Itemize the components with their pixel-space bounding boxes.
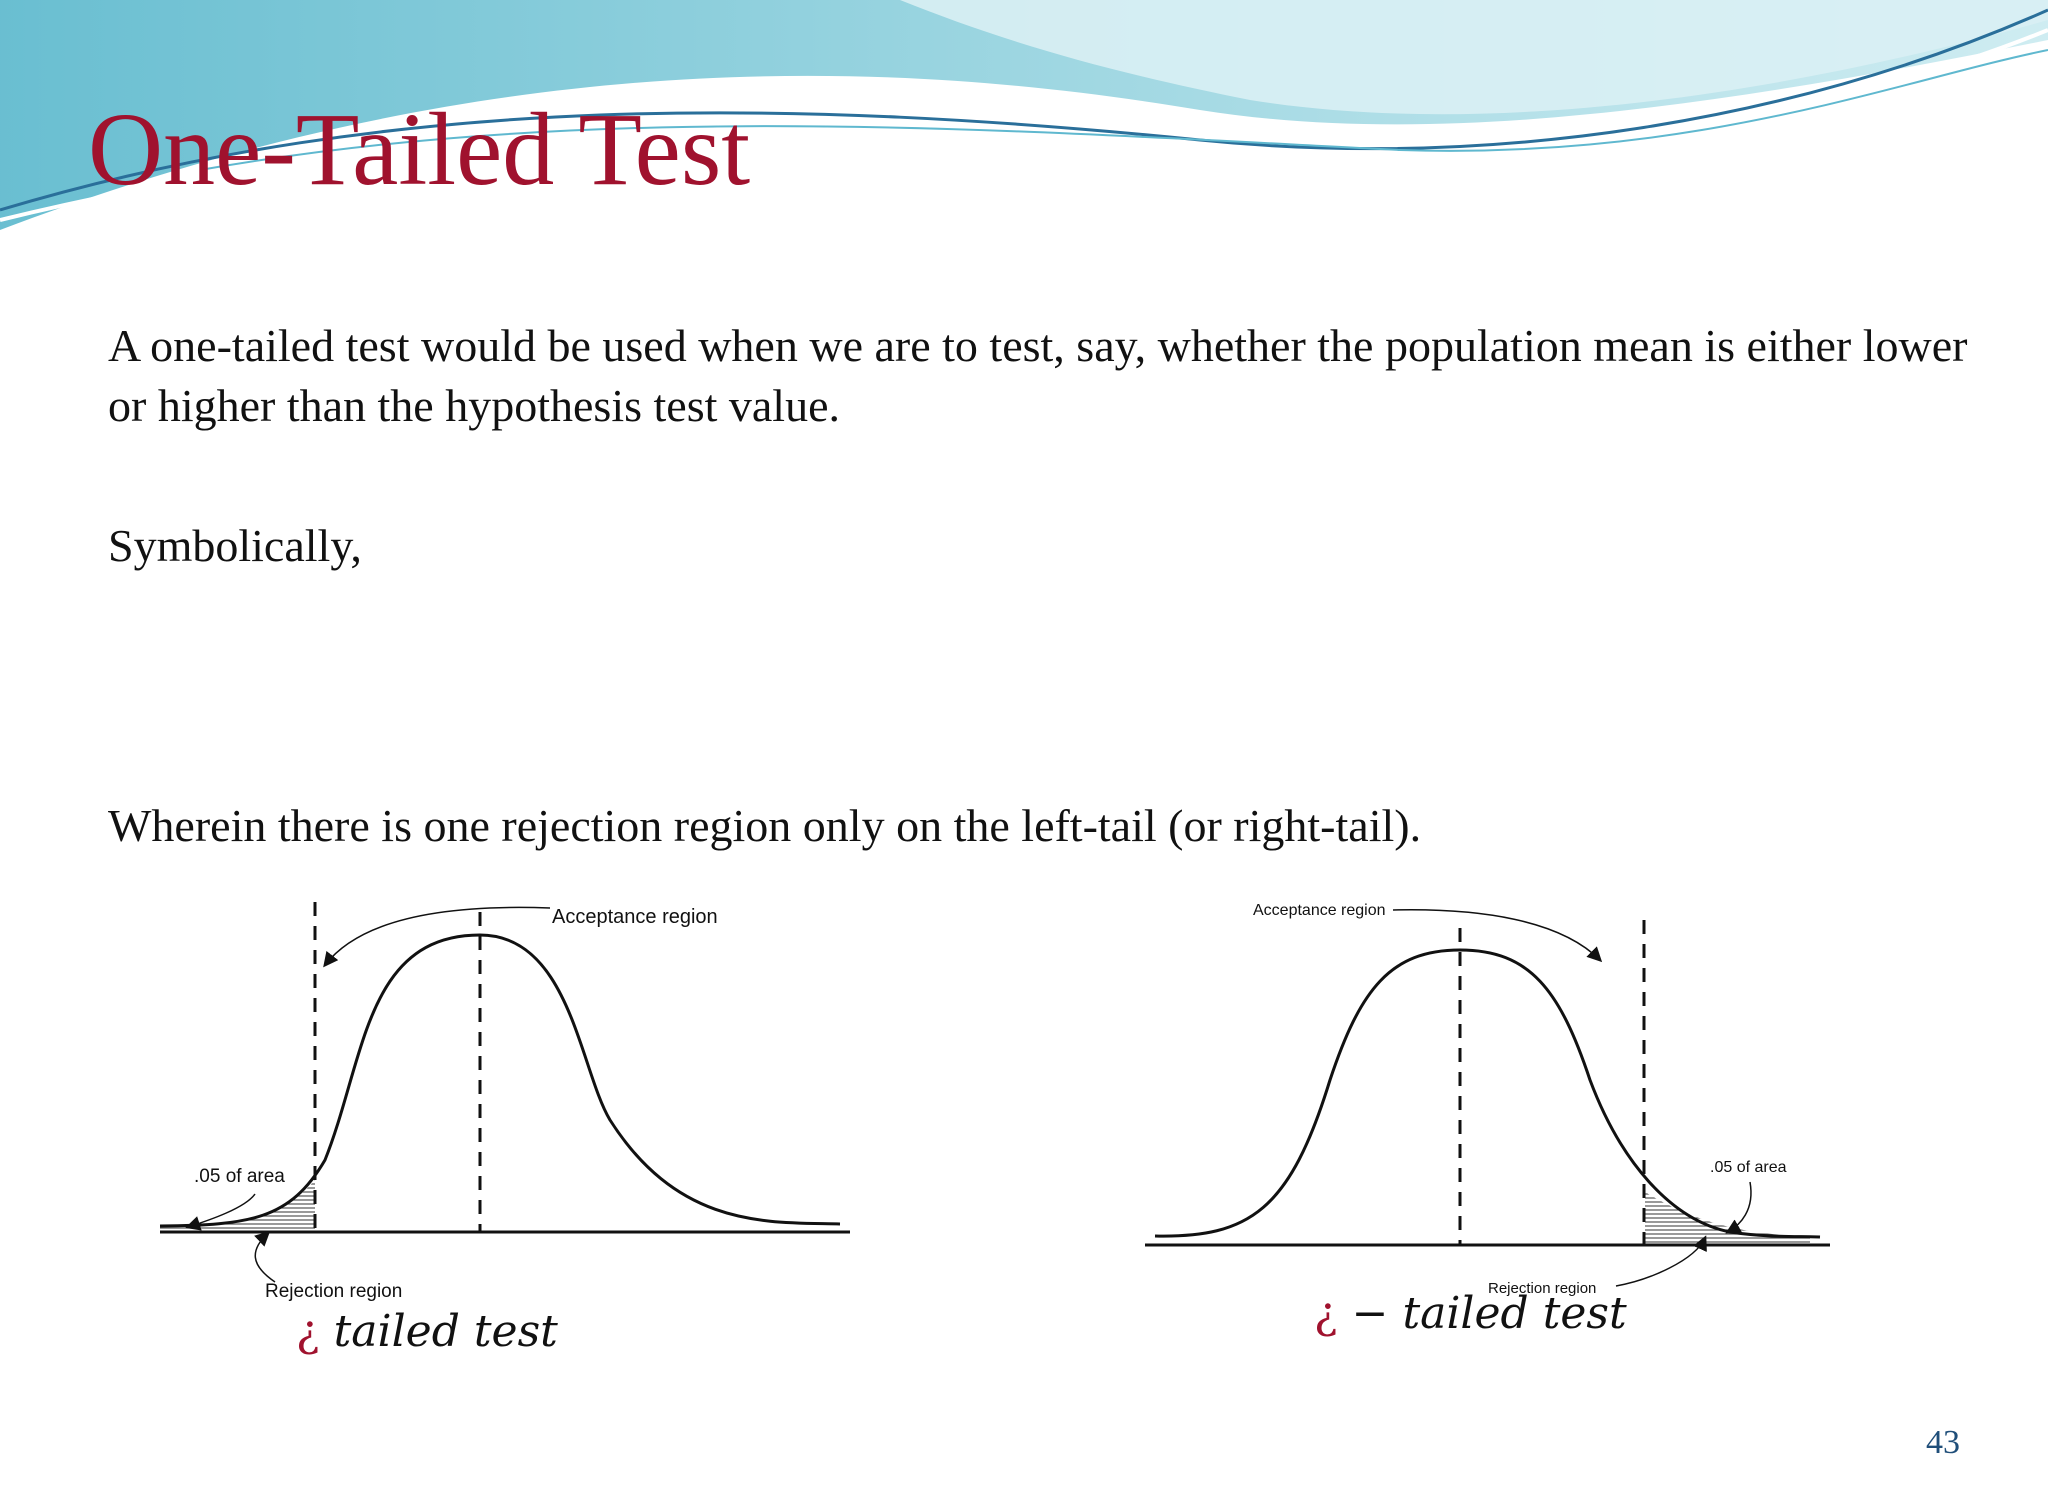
- paragraph-symbolically: Symbolically,: [108, 520, 362, 571]
- acceptance-region-label: Acceptance region: [552, 906, 718, 928]
- area-arrow: [1725, 1181, 1752, 1234]
- header-wave-decoration: [0, 0, 2048, 230]
- caption-text: − tailed test: [1351, 1288, 1627, 1339]
- rejection-region-label: Rejection region: [1488, 1280, 1596, 1297]
- rejection-region-label: Rejection region: [265, 1281, 402, 1302]
- normal-curve: [1154, 948, 1821, 1239]
- left-tailed-caption: ¿ tailed test: [296, 1306, 558, 1358]
- normal-curve: [159, 933, 841, 1228]
- right-tailed-caption: ¿ − tailed test: [1314, 1288, 1627, 1340]
- rejection-area-fill: [1645, 1192, 1810, 1243]
- left-tailed-test-diagram: Acceptance region .05 of area Rejection …: [159, 902, 850, 1302]
- rejection-arrow: [254, 1230, 276, 1283]
- area-arrow: [185, 1193, 256, 1231]
- caption-symbol: ¿: [296, 1306, 320, 1357]
- paragraph-rejection-region: Wherein there is one rejection region on…: [108, 800, 1422, 851]
- acceptance-arrow: [1392, 909, 1603, 963]
- rejection-area-fill: [160, 1180, 315, 1231]
- caption-text: tailed test: [333, 1306, 558, 1357]
- right-tailed-test-diagram: Acceptance region .05 of area Rejection …: [1145, 902, 1830, 1297]
- slide-title: One-Tailed Test: [88, 92, 751, 207]
- area-label: .05 of area: [1710, 1159, 1787, 1176]
- rejection-arrow: [1615, 1235, 1707, 1287]
- area-label: .05 of area: [194, 1166, 285, 1187]
- paragraph-definition: A one-tailed test would be used when we …: [108, 320, 1968, 431]
- acceptance-region-label: Acceptance region: [1253, 902, 1386, 919]
- page-number: 43: [1926, 1424, 1960, 1461]
- caption-symbol: ¿: [1314, 1288, 1338, 1339]
- acceptance-arrow: [323, 906, 551, 968]
